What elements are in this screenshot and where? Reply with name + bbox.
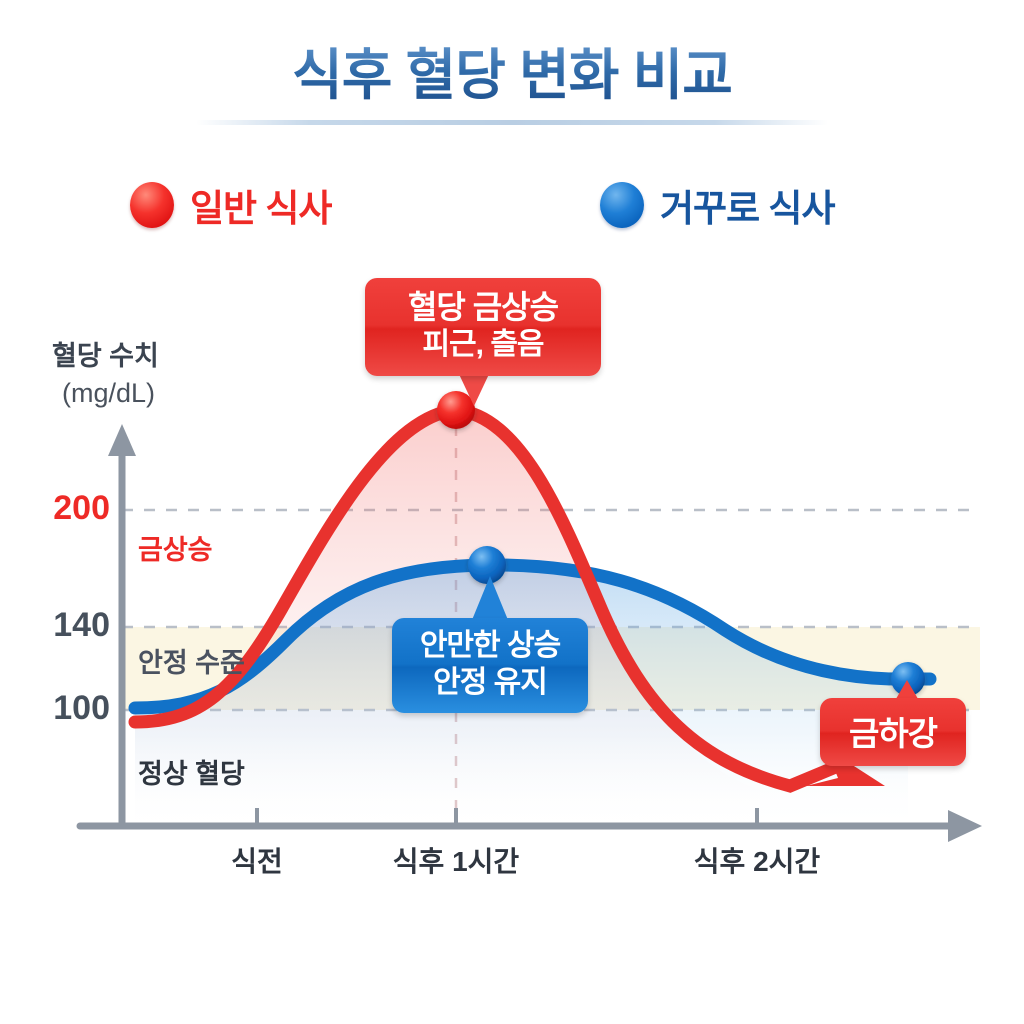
normal-zone-label: 정상 혈당 [138, 759, 245, 789]
y-tick-label-100: 100 [53, 689, 110, 727]
stable-zone-label: 안정 수준 [138, 648, 245, 678]
page-title-wrap: 식후 혈당 변화 비교 [0, 44, 1024, 107]
y-axis-title: 혈당 수치 (mg/dL) [52, 338, 159, 411]
red-callout-line1: 혈당 금상승 [407, 289, 559, 325]
x-axis-arrow-icon [948, 810, 982, 842]
red-series-arrow-icon [806, 748, 885, 786]
chart-legend: 일반 식사 거꾸로 식사 [0, 172, 1024, 238]
drop-badge: 금하강 [820, 698, 966, 766]
title-underline-divider [196, 120, 828, 125]
y-axis-arrow-icon [108, 424, 136, 456]
x-tick-label-1hour: 식후 1시간 [392, 846, 520, 877]
y-tick-label-200: 200 [53, 489, 110, 527]
x-tick-label-2hour: 식후 2시간 [693, 846, 821, 877]
blue-callout-line1: 안만한 상승 [419, 629, 561, 662]
x-tick-label-before-meal: 식전 [231, 846, 283, 877]
legend-item-normal-meal: 일반 식사 [130, 178, 332, 232]
y-axis-unit-text: (mg/dL) [62, 377, 156, 408]
legend-label-reverse-meal: 거꾸로 식사 [660, 188, 835, 229]
page-title: 식후 혈당 변화 비교 [292, 44, 733, 106]
blue-callout-line2: 안정 유지 [433, 665, 548, 699]
y-tick-label-140: 140 [53, 606, 110, 644]
red-callout-line2: 피근, 츨음 [422, 328, 544, 362]
blue-circle-marker-icon [600, 182, 644, 228]
legend-label-normal-meal: 일반 식사 [190, 188, 332, 229]
blue-callout-pointer-icon [472, 576, 508, 620]
red-callout: 혈당 금상승 피근, 츨음 [365, 278, 601, 376]
spike-zone-label: 금상승 [138, 535, 213, 565]
red-circle-marker-icon [130, 182, 174, 228]
legend-item-reverse-meal: 거꾸로 식사 [600, 178, 835, 232]
blue-peak-marker [468, 546, 506, 584]
red-callout-pointer-icon [458, 372, 490, 406]
blue-callout: 안만한 상승 안정 유지 [392, 618, 588, 714]
y-axis-title-text: 혈당 수치 [52, 341, 159, 371]
